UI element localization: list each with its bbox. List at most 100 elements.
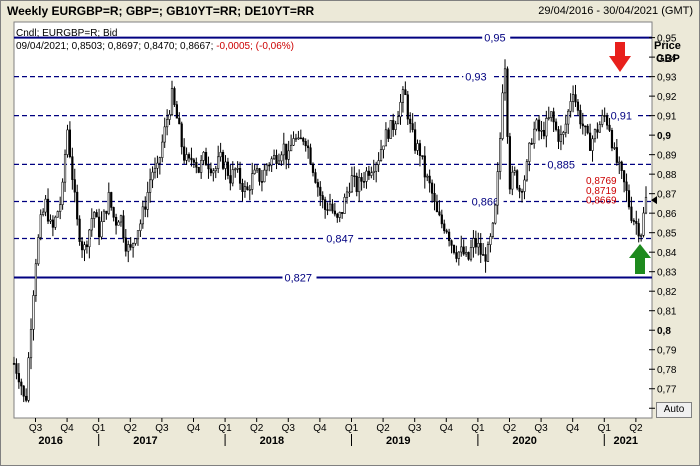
candle-body	[163, 126, 166, 143]
candle-body	[350, 175, 353, 193]
candle-body	[56, 211, 59, 218]
candle-body	[268, 164, 271, 167]
candle-body	[465, 252, 468, 255]
auto-scale-button[interactable]: Auto	[656, 402, 692, 418]
x-quarter-label: Q4	[440, 423, 454, 434]
candle-body	[450, 240, 453, 246]
candle-body	[119, 215, 123, 223]
y-tick-label: 0,93	[657, 73, 677, 84]
candle-body	[114, 216, 118, 226]
chart-title: Weekly EURGBP=R; GBP=; GB10YT=RR; DE10YT…	[7, 4, 315, 18]
level-label: 0,866	[472, 196, 500, 208]
candle-body	[68, 129, 72, 157]
candle-body	[343, 196, 346, 214]
candle-body	[615, 147, 618, 163]
candle-body	[270, 158, 273, 166]
candle-body	[236, 168, 239, 170]
candle-body	[97, 216, 101, 238]
candle-body	[345, 191, 349, 198]
candle-body	[457, 251, 460, 259]
candle-body	[576, 101, 580, 111]
candle-body	[277, 160, 281, 165]
candle-body	[221, 151, 225, 169]
candle-body	[226, 161, 230, 176]
candle-body	[263, 169, 266, 183]
candle-body	[584, 125, 587, 128]
candle-body	[530, 142, 533, 145]
x-quarter-label: Q1	[598, 423, 612, 434]
candle-body	[511, 171, 514, 190]
candle-body	[625, 181, 628, 191]
level-label-bg	[608, 108, 637, 122]
candle-body	[552, 111, 555, 123]
candle-body	[42, 211, 45, 215]
candle-body	[421, 155, 424, 157]
candle-body	[37, 237, 40, 265]
y-tick-label: 0,86	[657, 209, 677, 220]
candle-body	[285, 143, 288, 160]
candle-body	[39, 214, 42, 238]
candle-body	[606, 115, 609, 126]
candle-body	[467, 252, 470, 260]
y-axis-title-price: Price	[654, 40, 681, 52]
candle-body	[260, 181, 264, 183]
x-quarter-label: Q2	[376, 423, 390, 434]
candle-body	[22, 385, 25, 397]
x-quarter-label: Q3	[408, 423, 422, 434]
candle-body	[46, 198, 50, 222]
candle-body	[253, 169, 256, 174]
x-year-label: 2017	[133, 435, 157, 447]
candle-body	[627, 190, 631, 208]
y-tick-label: 0,79	[657, 346, 677, 357]
candle-body	[314, 172, 317, 183]
candle-body	[533, 128, 536, 144]
candle-body	[518, 187, 521, 192]
candle-body	[272, 154, 276, 160]
y-tick-label: 0,81	[657, 307, 677, 318]
candle-body	[472, 238, 475, 248]
candle-body	[428, 175, 431, 184]
candle-body	[117, 221, 120, 226]
candle-body	[545, 117, 548, 137]
x-year-label: 2018	[260, 435, 284, 447]
candle-body	[491, 222, 494, 237]
candle-body	[280, 154, 283, 162]
candle-body	[455, 252, 458, 259]
candle-body	[243, 186, 247, 192]
candle-body	[593, 129, 597, 140]
candle-body	[61, 181, 64, 205]
candle-body	[20, 381, 23, 387]
candle-body	[217, 156, 220, 169]
y-tick-label: 0,8	[657, 326, 671, 337]
price-label: 0,8719	[586, 186, 617, 197]
candle-body	[581, 123, 584, 127]
candle-body	[12, 363, 16, 365]
level-label-bg	[463, 69, 492, 83]
candle-body	[523, 179, 526, 192]
candle-body	[569, 101, 572, 112]
x-quarter-label: Q3	[534, 423, 548, 434]
candle-body	[426, 175, 429, 178]
candle-body	[418, 143, 422, 156]
candle-body	[387, 129, 390, 139]
candle-body	[382, 145, 385, 151]
candle-body	[112, 207, 115, 218]
candle-body	[416, 143, 419, 151]
x-quarter-label: Q1	[471, 423, 485, 434]
y-tick-label: 0,89	[657, 151, 677, 162]
y-tick-label: 0,78	[657, 365, 677, 376]
candle-body	[372, 170, 375, 174]
y-tick-label: 0,91	[657, 112, 677, 123]
candle-body	[554, 121, 558, 130]
candle-body	[623, 170, 626, 183]
last-price-marker-icon	[651, 196, 657, 205]
candle-body	[328, 203, 332, 211]
candle-body	[613, 147, 616, 149]
y-axis-title-gbp: GBP	[656, 53, 680, 65]
candle-body	[341, 212, 344, 214]
level-label: 0,91	[611, 111, 632, 123]
candle-body	[494, 204, 497, 224]
candle-body	[404, 89, 407, 96]
level-label: 0,827	[284, 273, 312, 285]
